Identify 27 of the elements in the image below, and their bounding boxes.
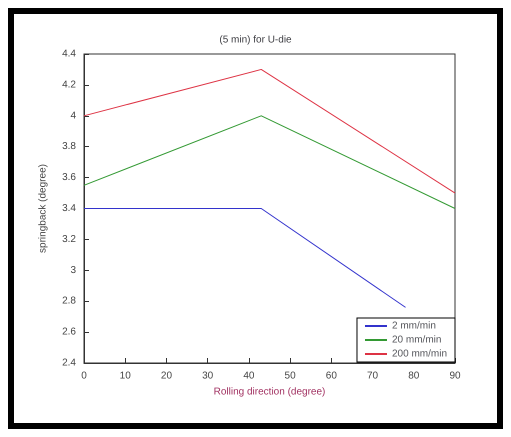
legend-label: 200 mm/min	[392, 348, 447, 360]
y-tick-label: 2.4	[62, 358, 76, 368]
y-tick-label: 3.8	[62, 141, 76, 152]
x-tick-label: 70	[366, 370, 379, 382]
y-tick-label: 3.6	[62, 172, 76, 184]
y-tick-label: 4	[70, 110, 76, 122]
y-tick-label: 4.2	[62, 79, 76, 90]
y-tick-label: 2.6	[62, 326, 76, 338]
x-tick-label: 10	[120, 370, 132, 382]
y-tick-label: 4.4	[62, 48, 76, 60]
x-tick-label: 20	[160, 370, 172, 382]
y-tick-label: 3.2	[62, 234, 76, 245]
x-tick-label: 90	[449, 370, 461, 382]
x-tick-label: 80	[408, 370, 420, 382]
y-tick-label: 3	[70, 264, 76, 276]
y-tick-label: 2.8	[62, 296, 76, 307]
x-tick-label: 30	[202, 370, 214, 382]
x-tick-label: 50	[284, 370, 296, 382]
x-tick-label: 0	[81, 370, 88, 382]
chart-title: (5 min) for U-die	[219, 34, 292, 46]
x-tick-label: 40	[243, 370, 255, 382]
y-tick-label: 3.4	[62, 203, 76, 214]
x-tick-label: 60	[326, 370, 338, 382]
y-axis-title: springback (degree)	[38, 164, 48, 253]
legend-label: 20 mm/min	[392, 334, 442, 346]
legend-label: 2 mm/min	[392, 320, 436, 332]
x-axis-title: Rolling direction (degree)	[214, 386, 326, 398]
